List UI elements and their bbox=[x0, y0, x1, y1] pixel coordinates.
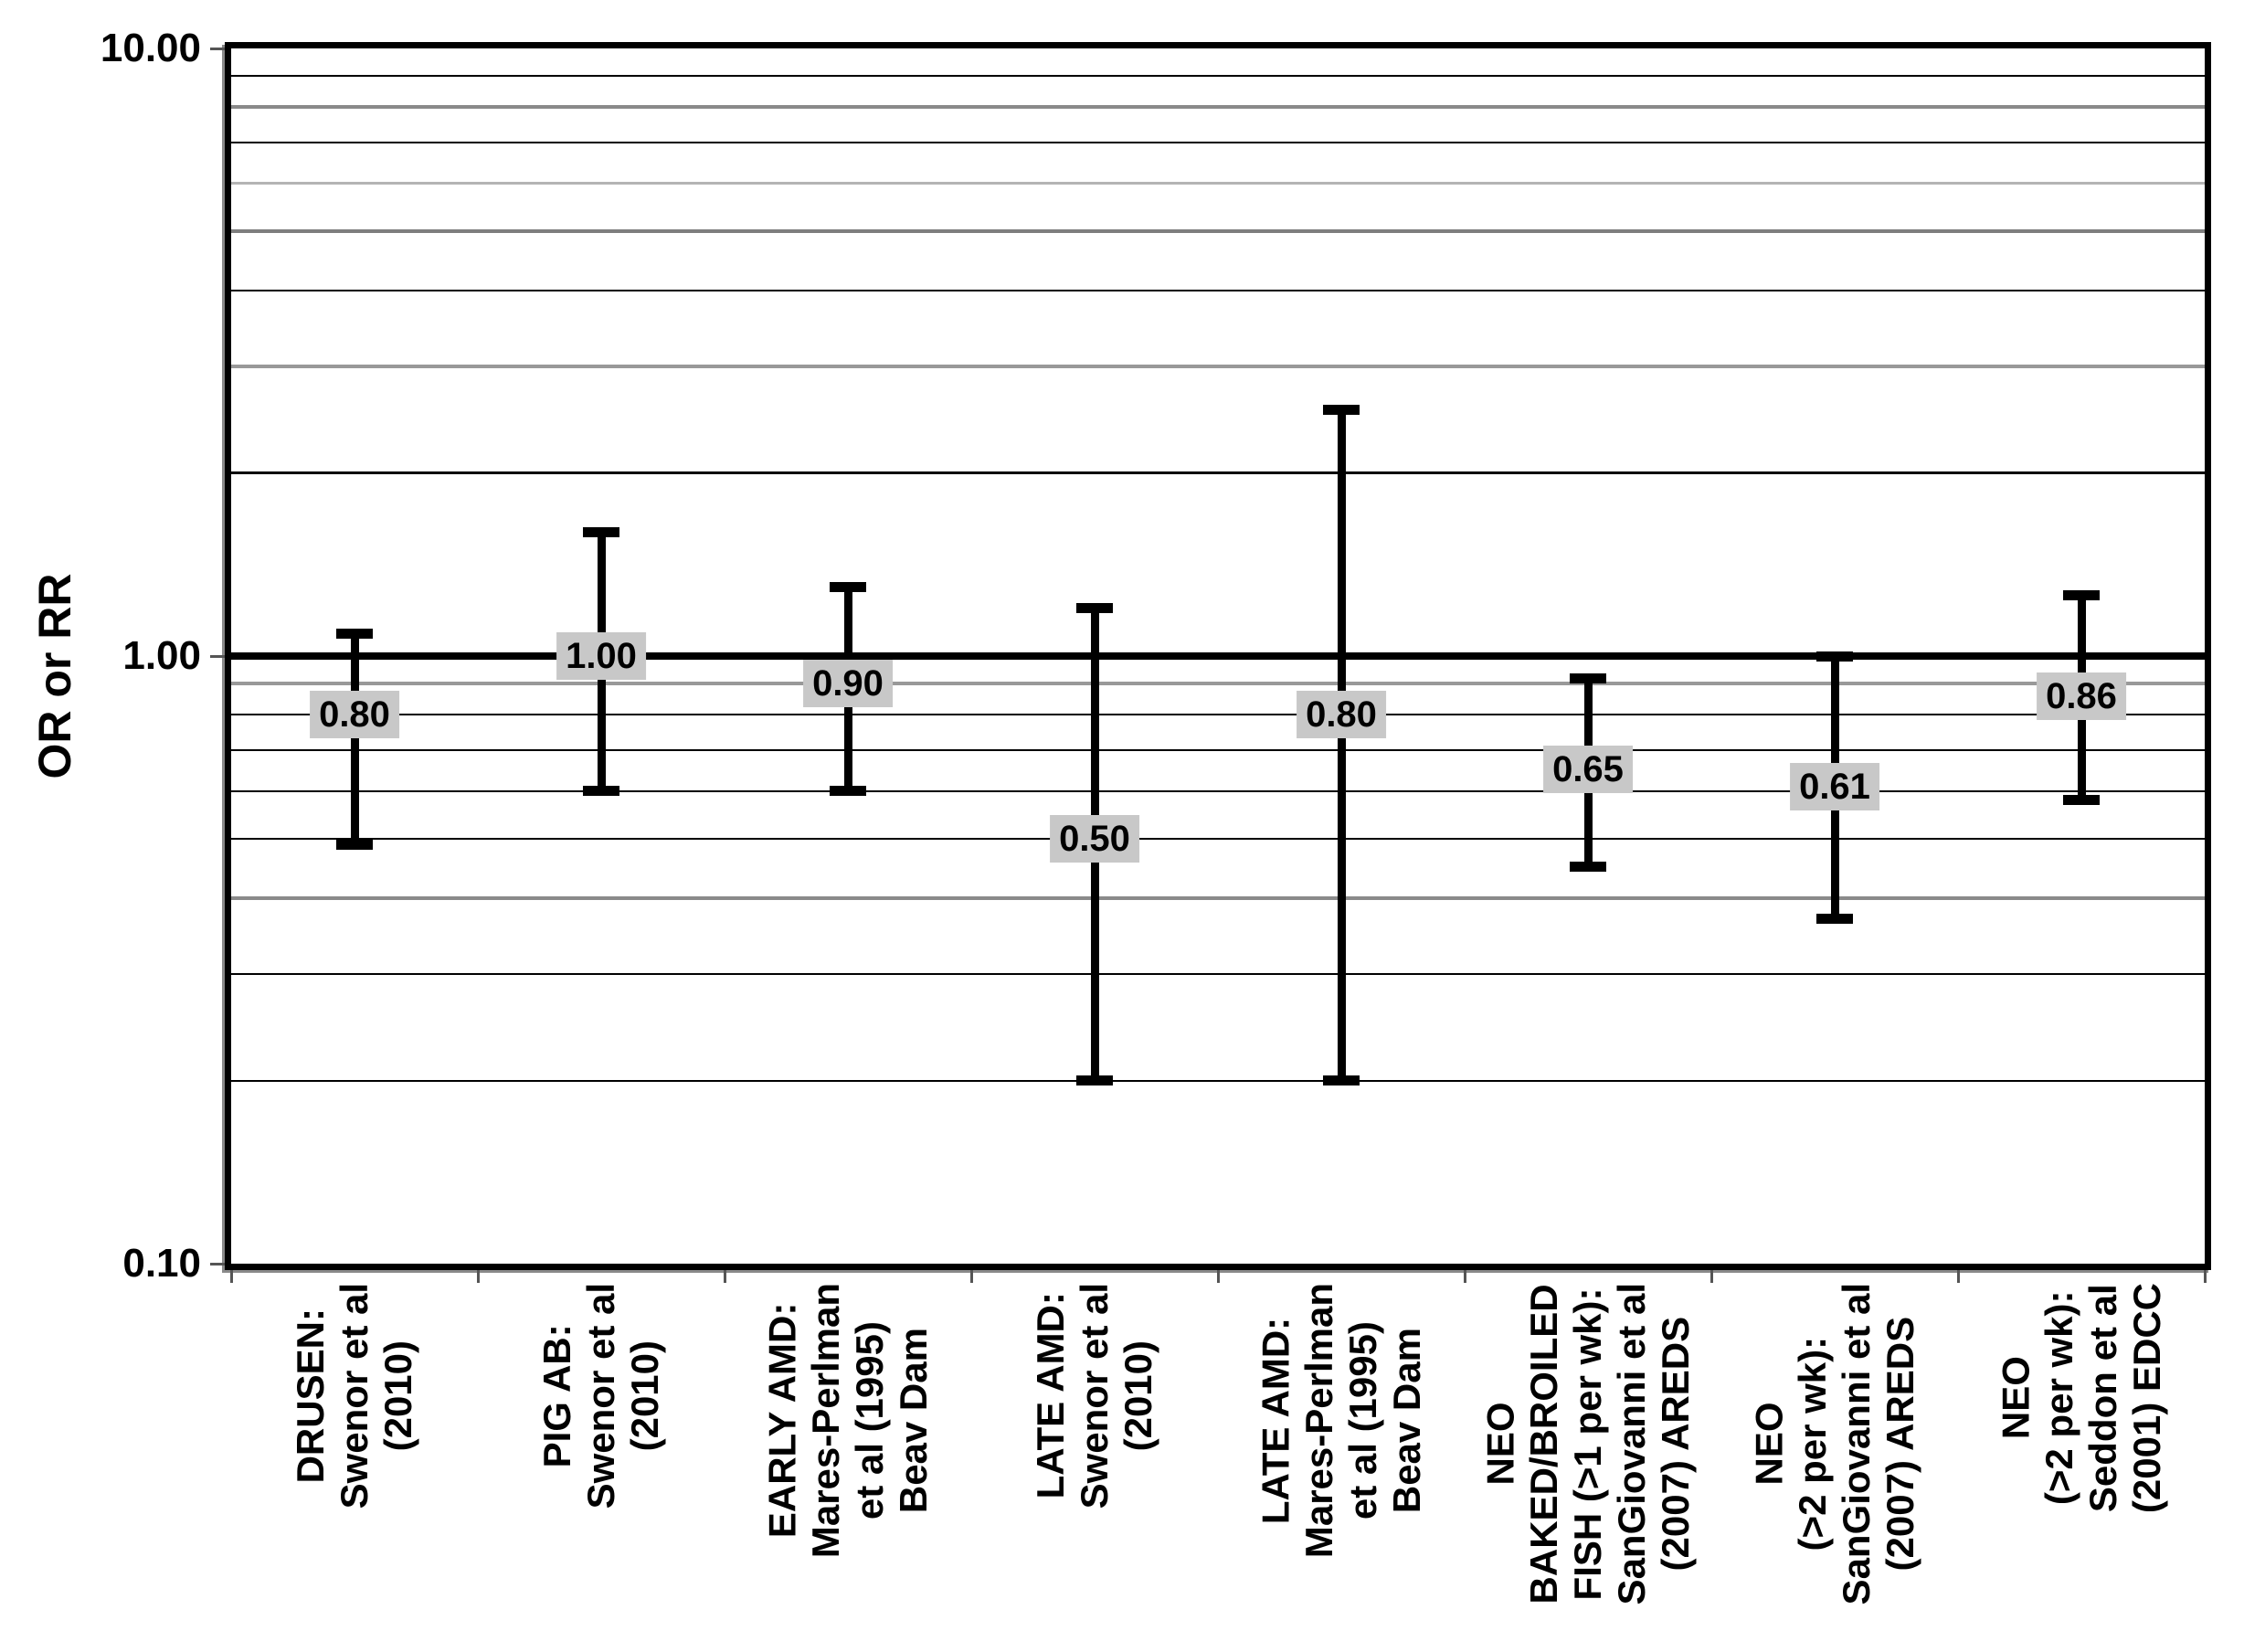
category-label: LATE AMD: Mares-Perlman et al (1995) Bea… bbox=[1254, 1283, 1428, 1559]
error-bar-cap-bottom bbox=[1076, 1075, 1113, 1086]
category-label: LATE AMD: Swenor et al (2010) bbox=[1029, 1283, 1159, 1509]
y-tick-mark bbox=[210, 654, 225, 658]
value-label: 0.50 bbox=[1050, 815, 1139, 863]
category-label: DRUSEN: Swenor et al (2010) bbox=[289, 1283, 419, 1509]
gridline-0.9 bbox=[231, 682, 2205, 686]
error-bar-cap-top bbox=[830, 581, 866, 592]
y-tick-label-0.10: 0.10 bbox=[122, 1241, 201, 1286]
x-tick-mark bbox=[723, 1270, 726, 1283]
error-bar-cap-bottom bbox=[1570, 862, 1606, 873]
error-bar-cap-bottom bbox=[1816, 913, 1853, 924]
y-tick-label-10.00: 10.00 bbox=[100, 26, 201, 70]
x-tick-mark bbox=[1709, 1270, 1713, 1283]
gridline-2 bbox=[231, 471, 2205, 475]
error-bar bbox=[350, 633, 359, 845]
value-label: 0.80 bbox=[1297, 691, 1386, 739]
error-bar bbox=[1337, 409, 1346, 1081]
x-tick-mark bbox=[476, 1270, 480, 1283]
gridline-0.7 bbox=[231, 749, 2205, 751]
gridline-0.8 bbox=[231, 714, 2205, 716]
value-label: 0.80 bbox=[310, 691, 399, 739]
category-label: PIG AB: Swenor et al (2010) bbox=[535, 1283, 666, 1509]
gridline-0.6 bbox=[231, 789, 2205, 792]
error-bar-cap-top bbox=[2063, 589, 2100, 600]
category-label: EARLY AMD: Mares-Perlman et al (1995) Be… bbox=[760, 1283, 935, 1559]
gridline-7 bbox=[231, 142, 2205, 143]
x-tick-mark bbox=[1956, 1270, 1960, 1283]
error-bar-cap-top bbox=[583, 526, 619, 537]
error-bar-cap-top bbox=[1816, 651, 1853, 662]
error-bar-cap-top bbox=[1323, 405, 1360, 416]
error-bar-cap-bottom bbox=[336, 839, 373, 850]
error-bar-cap-top bbox=[336, 628, 373, 639]
category-label: NEO BAKED/BROILED FISH (>1 per wk): SanG… bbox=[1478, 1283, 1697, 1605]
gridline-0.5 bbox=[231, 838, 2205, 841]
y-tick-label-1.00: 1.00 bbox=[122, 633, 201, 678]
gridline-5 bbox=[231, 229, 2205, 234]
x-tick-mark bbox=[1463, 1270, 1466, 1283]
error-bar-cap-top bbox=[1570, 672, 1606, 683]
value-label: 0.61 bbox=[1790, 762, 1879, 810]
x-tick-mark bbox=[1216, 1270, 1220, 1283]
value-label: 0.90 bbox=[803, 660, 893, 708]
value-label: 0.86 bbox=[2037, 672, 2126, 720]
gridline-6 bbox=[231, 182, 2205, 185]
category-label: NEO (>2 per wk): SanGiovanni et al (2007… bbox=[1747, 1283, 1921, 1605]
gridline-3 bbox=[231, 364, 2205, 368]
gridline-9 bbox=[231, 75, 2205, 78]
error-bar-cap-top bbox=[1076, 602, 1113, 613]
value-label: 1.00 bbox=[556, 632, 646, 680]
y-tick-mark bbox=[210, 1262, 225, 1265]
error-bar-cap-bottom bbox=[830, 786, 866, 797]
reference-line-1 bbox=[231, 652, 2205, 660]
x-tick-mark bbox=[969, 1270, 973, 1283]
plot-area: 0.80 1.00 0.90 0.50 0.80 0.65 0.61 0.86 bbox=[225, 42, 2211, 1270]
error-bar-cap-bottom bbox=[2063, 794, 2100, 805]
gridline-0.2 bbox=[231, 1079, 2205, 1082]
x-tick-mark bbox=[2203, 1270, 2207, 1283]
gridline-4 bbox=[231, 289, 2205, 291]
x-tick-mark bbox=[229, 1270, 233, 1283]
error-bar-cap-bottom bbox=[1323, 1075, 1360, 1086]
gridline-0.3 bbox=[231, 972, 2205, 975]
error-bar-cap-bottom bbox=[583, 786, 619, 797]
value-label: 0.65 bbox=[1543, 746, 1633, 794]
gridline-0.4 bbox=[231, 895, 2205, 900]
gridline-8 bbox=[231, 105, 2205, 110]
category-label: NEO (>2 per wk): Seddon et al (2001) EDC… bbox=[1994, 1283, 2168, 1514]
y-tick-mark bbox=[210, 47, 225, 50]
